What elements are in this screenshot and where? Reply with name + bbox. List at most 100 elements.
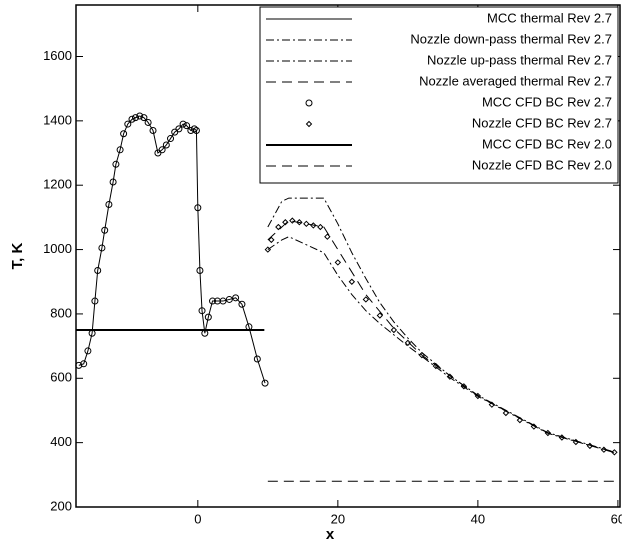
circle-marker [136,112,144,120]
legend-label: MCC thermal Rev 2.7 [487,10,612,25]
series-line [267,236,615,454]
diamond-marker [474,392,482,400]
diamond-marker [289,217,296,224]
circle-marker [112,160,120,168]
circle-marker [198,307,206,315]
legend-label: Nozzle down-pass thermal Rev 2.7 [410,31,612,46]
diamond-marker [544,429,552,437]
circle-marker [80,360,88,368]
circle-marker [132,114,140,122]
circle-marker [158,146,166,154]
y-tick-label: 800 [50,305,72,320]
circle-marker [167,135,175,143]
diamond-marker [516,416,524,424]
x-tick-label: 20 [331,511,345,526]
circle-marker [190,125,198,133]
circle-marker [149,127,157,134]
diamond-marker [376,312,384,319]
diamond-marker [488,401,496,408]
diamond-marker [303,220,310,228]
y-tick-label: 1600 [43,48,72,63]
circle-marker [238,300,246,308]
circle-marker [209,297,217,305]
diamond-marker [611,449,618,456]
diamond-marker [390,326,398,334]
circle-marker [175,125,183,133]
diamond-marker [362,296,370,303]
diamond-marker [600,446,608,453]
circle-marker [105,201,113,209]
circle-marker [192,127,200,134]
legend-marker [305,99,313,107]
x-tick-label: 40 [471,511,485,526]
diamond-marker [446,373,454,380]
y-tick-label: 1400 [43,112,72,127]
diamond-marker [572,438,580,446]
circle-marker [84,347,92,355]
diamond-marker [324,233,331,240]
circle-marker [179,120,187,128]
legend-label: Nozzle CFD BC Rev 2.7 [472,115,612,130]
circle-marker [204,313,212,321]
x-tick-label: 0 [194,511,201,526]
diamond-marker [296,219,303,226]
circle-marker [120,130,128,138]
y-tick-label: 400 [50,434,72,449]
y-axis-label: T, K [9,243,26,270]
diamond-marker [268,236,275,244]
x-axis-label: x [326,526,335,543]
diamond-marker [432,362,440,370]
diamond-marker [502,409,510,417]
plot-frame [75,4,621,508]
circle-marker [75,361,83,369]
series-line [78,115,266,384]
y-tick-label: 1000 [43,241,72,256]
circle-marker [128,115,136,123]
diamond-marker [418,351,426,359]
circle-marker [196,266,204,274]
diamond-marker [586,442,594,450]
circle-marker [219,297,227,305]
circle-marker [194,204,202,212]
diamond-marker [282,219,289,226]
circle-marker [94,266,102,274]
y-tick-label: 200 [50,498,72,513]
diamond-marker [558,434,566,441]
circle-marker [144,118,152,126]
circle-marker [116,146,124,154]
diamond-marker [264,246,272,253]
series-line [267,220,615,453]
circle-marker [253,355,261,363]
x-tick-label: 60 [611,511,622,526]
legend-marker [305,120,313,128]
legend-label: Nozzle up-pass thermal Rev 2.7 [427,52,612,67]
diamond-marker [310,222,317,229]
circle-marker [91,297,99,305]
legend-label: Nozzle CFD BC Rev 2.0 [472,157,612,172]
circle-marker [225,295,233,303]
diamond-marker [334,259,342,266]
diamond-marker [348,278,356,285]
circle-marker [101,226,109,234]
circle-marker [109,178,117,186]
circle-marker [232,294,240,302]
circle-marker [140,114,148,122]
circle-marker [183,122,191,130]
legend-box [259,6,619,184]
legend-label: Nozzle averaged thermal Rev 2.7 [419,73,612,88]
diamond-marker [530,423,538,430]
circle-marker [124,120,132,128]
diamond-marker [317,223,324,231]
diamond-marker [460,383,468,390]
circle-marker [162,141,170,149]
diamond-marker [404,339,412,347]
y-tick-label: 1200 [43,177,72,192]
circle-marker [261,379,269,387]
series-line [267,197,615,453]
diamond-marker [275,223,282,231]
circle-marker [98,244,106,252]
legend-label: MCC CFD BC Rev 2.7 [482,94,612,109]
legend-label: MCC CFD BC Rev 2.0 [482,136,612,151]
y-tick-label: 600 [50,370,72,385]
